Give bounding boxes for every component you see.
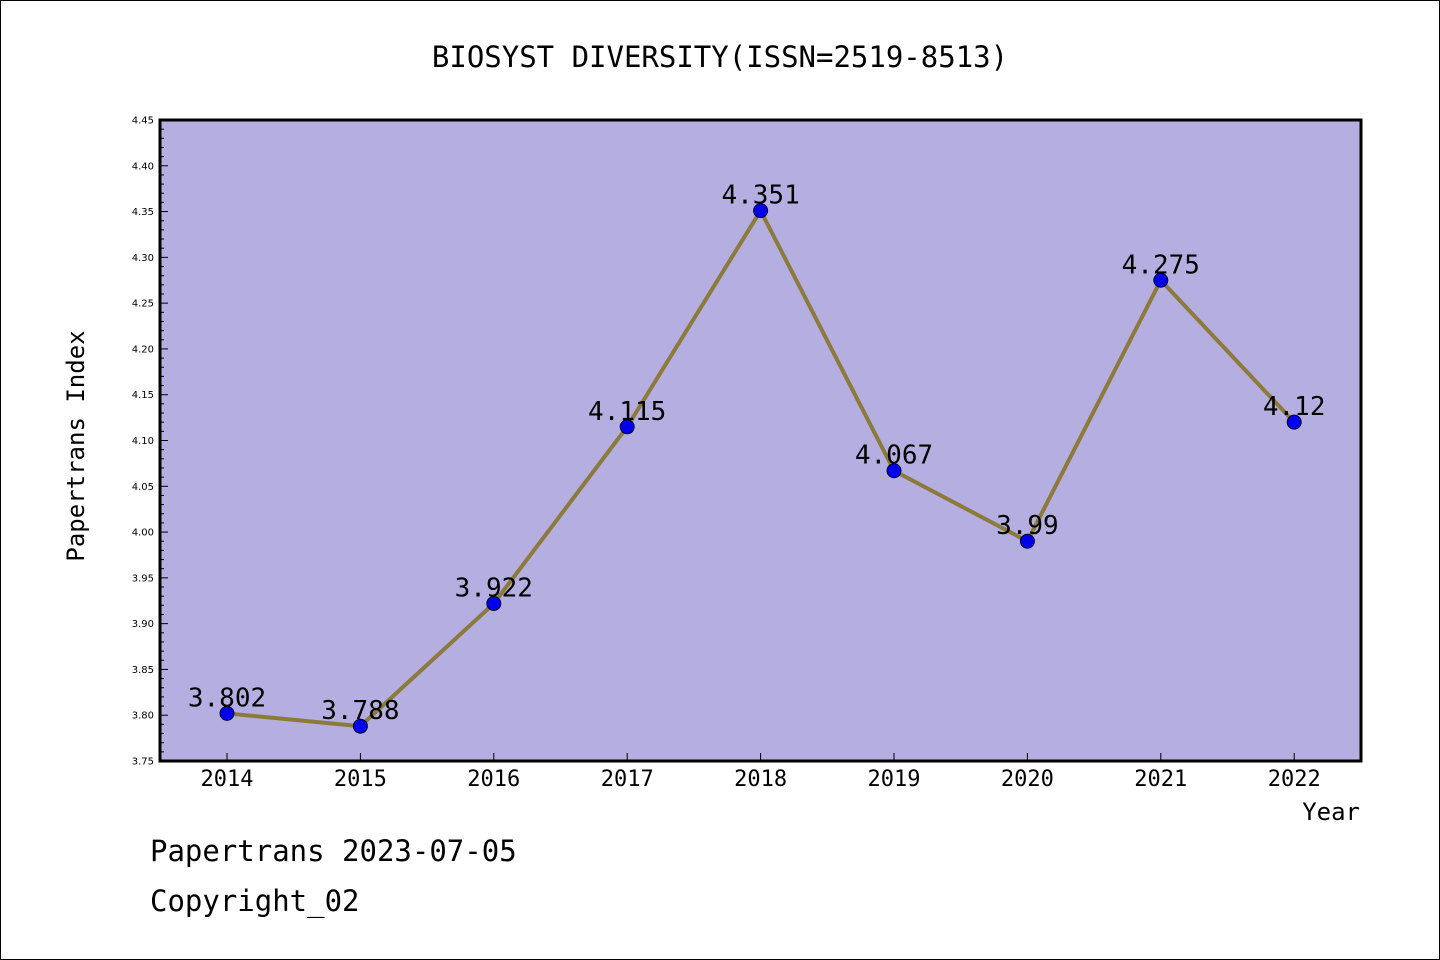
data-point [219, 705, 235, 721]
y-tick-label: 3.80 [132, 711, 154, 722]
data-label: 3.99 [996, 511, 1059, 541]
x-tick-label: 2022 [1268, 767, 1321, 792]
y-tick-label: 4.35 [132, 207, 154, 218]
data-point [1153, 272, 1169, 288]
x-tick-label: 2021 [1134, 767, 1187, 792]
data-label: 4.067 [855, 441, 933, 471]
data-point [1019, 533, 1035, 549]
y-tick-label: 4.20 [132, 344, 154, 355]
x-axis-title: Year [1302, 798, 1360, 826]
data-label: 4.351 [721, 181, 799, 211]
x-tick-label: 2019 [868, 767, 921, 792]
y-tick-label: 3.95 [132, 573, 154, 584]
y-tick-label: 3.85 [132, 665, 154, 676]
data-label: 4.12 [1263, 392, 1326, 422]
y-tick-label: 4.25 [132, 299, 154, 310]
y-axis: 3.75 3.80 3.85 3.90 3.95 4.00 4.05 4.10 4.15 4.20… [132, 116, 168, 768]
data-label: 3.922 [455, 573, 533, 603]
y-tick-label: 4.10 [132, 436, 154, 447]
y-tick-label: 3.75 [132, 757, 154, 768]
y-tick-label: 4.00 [132, 528, 154, 539]
data-point [886, 463, 902, 479]
x-tick-label: 2014 [201, 767, 254, 792]
y-tick-label: 4.40 [132, 161, 154, 172]
chart-title: BIOSYST DIVERSITY(ISSN=2519-8513) [432, 40, 1008, 74]
data-label: 4.115 [588, 397, 666, 427]
footer-date-text: Papertrans 2023-07-05 [150, 834, 517, 868]
y-axis-title: Papertrans Index [62, 330, 90, 561]
data-label: 4.275 [1122, 250, 1200, 280]
data-point [753, 203, 769, 219]
data-point [1286, 414, 1302, 430]
y-tick-label: 4.45 [132, 116, 154, 127]
x-tick-label: 2018 [734, 767, 787, 792]
data-label: 3.788 [321, 696, 399, 726]
series-layer [219, 203, 1302, 734]
y-tick-label: 4.15 [132, 390, 154, 401]
footer-copyright-text: Copyright_02 [150, 884, 360, 918]
x-tick-label: 2016 [467, 767, 520, 792]
x-tick-label: 2017 [601, 767, 654, 792]
plot-area [158, 118, 1363, 763]
data-label: 3.802 [188, 683, 266, 713]
y-tick-label: 3.90 [132, 619, 154, 630]
x-axis: 2014 2015 2016 2017 2018 2019 2020 2021 2022 [201, 753, 1321, 792]
x-tick-label: 2020 [1001, 767, 1054, 792]
data-label-layer: 3.802 3.788 3.922 4.115 4.351 4.067 3.99 4.275 4… [188, 181, 1326, 727]
data-point [619, 419, 635, 435]
data-point [486, 595, 502, 611]
y-tick-label: 4.30 [132, 253, 154, 264]
data-point [352, 718, 368, 734]
x-tick-label: 2015 [334, 767, 387, 792]
y-tick-label: 4.05 [132, 482, 154, 493]
